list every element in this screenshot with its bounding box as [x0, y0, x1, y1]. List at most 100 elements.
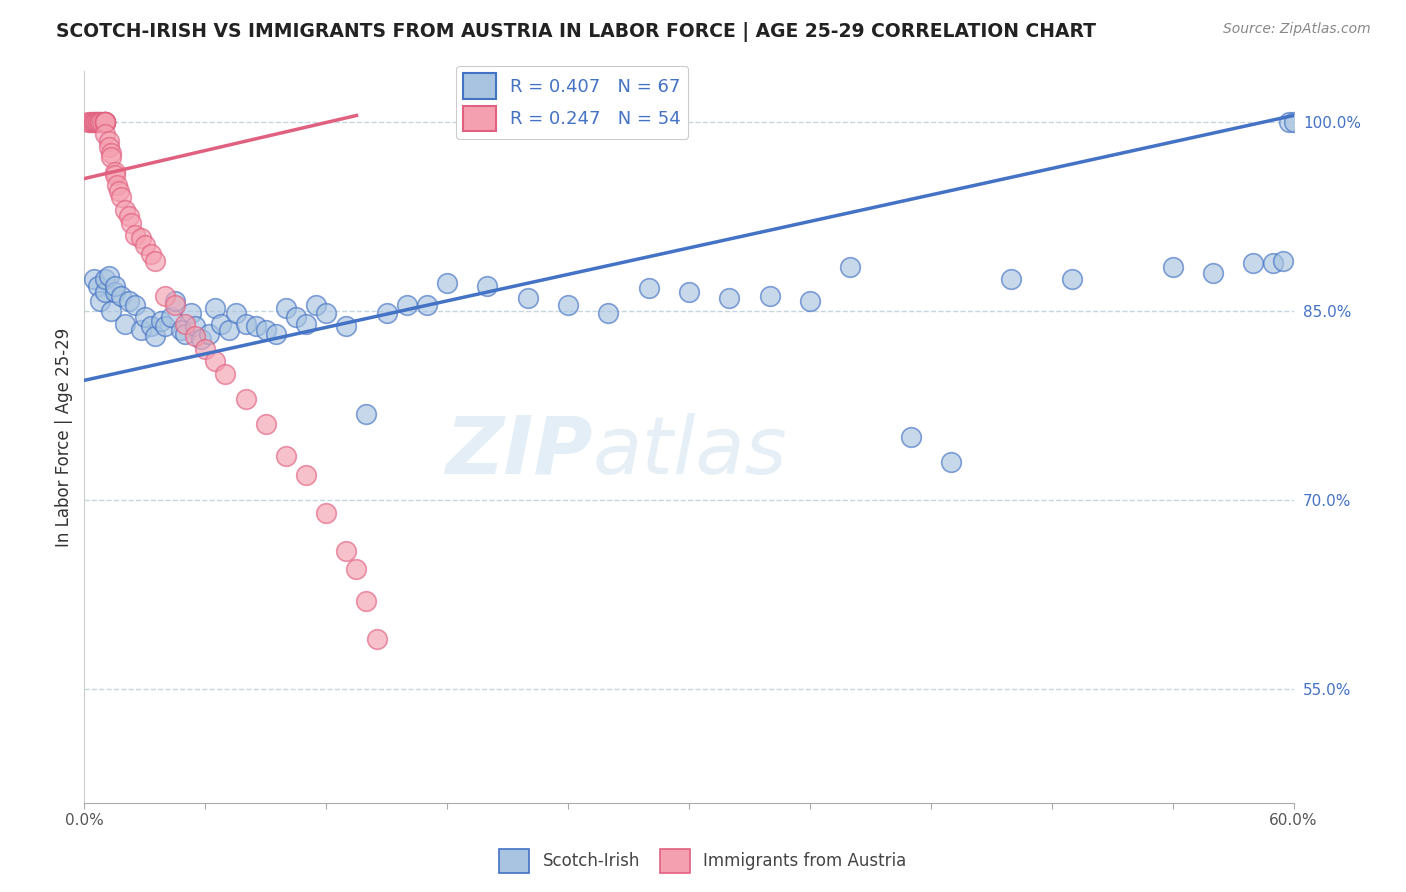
Point	[165, 298, 187, 312]
Point	[104, 165, 127, 179]
Point	[1272, 253, 1295, 268]
Point	[1278, 115, 1301, 129]
Point	[204, 354, 226, 368]
Point	[139, 247, 162, 261]
Point	[87, 115, 110, 129]
Point	[114, 203, 136, 218]
Point	[264, 326, 287, 341]
Point	[91, 115, 114, 129]
Point	[89, 115, 111, 129]
Point	[335, 319, 357, 334]
Point	[184, 319, 207, 334]
Point	[129, 323, 152, 337]
Point	[209, 317, 232, 331]
Point	[305, 298, 328, 312]
Point	[346, 562, 368, 576]
Point	[93, 285, 115, 299]
Point	[366, 632, 388, 646]
Point	[79, 115, 101, 129]
Point	[93, 115, 115, 129]
Point	[93, 115, 115, 129]
Point	[356, 408, 378, 422]
Point	[245, 319, 267, 334]
Point	[87, 115, 110, 129]
Legend: R = 0.407   N = 67, R = 0.247   N = 54: R = 0.407 N = 67, R = 0.247 N = 54	[456, 66, 689, 138]
Point	[118, 210, 141, 224]
Point	[153, 319, 176, 334]
Point	[180, 306, 202, 320]
Point	[204, 301, 226, 316]
Point	[93, 115, 115, 129]
Point	[194, 342, 217, 356]
Point	[83, 115, 105, 129]
Text: Source: ZipAtlas.com: Source: ZipAtlas.com	[1223, 22, 1371, 37]
Point	[1282, 115, 1305, 129]
Text: atlas: atlas	[592, 413, 787, 491]
Point	[129, 231, 152, 245]
Point	[114, 317, 136, 331]
Point	[174, 326, 197, 341]
Point	[86, 115, 108, 129]
Point	[190, 332, 212, 346]
Point	[758, 289, 780, 303]
Point	[295, 317, 318, 331]
Point	[395, 298, 418, 312]
Point	[86, 115, 108, 129]
Point	[335, 543, 357, 558]
Point	[93, 115, 115, 129]
Point	[1161, 260, 1184, 274]
Point	[165, 293, 187, 308]
Point	[225, 306, 247, 320]
Point	[120, 216, 142, 230]
Point	[153, 289, 176, 303]
Text: SCOTCH-IRISH VS IMMIGRANTS FROM AUSTRIA IN LABOR FORCE | AGE 25-29 CORRELATION C: SCOTCH-IRISH VS IMMIGRANTS FROM AUSTRIA …	[56, 22, 1097, 42]
Point	[93, 128, 115, 142]
Point	[516, 291, 538, 305]
Point	[718, 291, 741, 305]
Point	[1241, 256, 1264, 270]
Point	[598, 306, 620, 320]
Point	[82, 115, 104, 129]
Point	[93, 115, 115, 129]
Point	[104, 168, 127, 182]
Point	[678, 285, 700, 299]
Point	[416, 298, 439, 312]
Point	[218, 323, 240, 337]
Point	[104, 278, 127, 293]
Point	[184, 329, 207, 343]
Point	[900, 430, 922, 444]
Point	[124, 228, 146, 243]
Point	[477, 278, 499, 293]
Point	[134, 310, 156, 325]
Point	[274, 449, 297, 463]
Point	[939, 455, 962, 469]
Point	[235, 317, 257, 331]
Point	[274, 301, 297, 316]
Point	[149, 314, 172, 328]
Point	[1060, 272, 1083, 286]
Text: ZIP: ZIP	[444, 413, 592, 491]
Point	[160, 310, 183, 325]
Point	[87, 278, 110, 293]
Point	[285, 310, 308, 325]
Y-axis label: In Labor Force | Age 25-29: In Labor Force | Age 25-29	[55, 327, 73, 547]
Point	[254, 417, 277, 432]
Point	[1202, 266, 1225, 280]
Legend: Scotch-Irish, Immigrants from Austria: Scotch-Irish, Immigrants from Austria	[492, 842, 914, 880]
Point	[356, 594, 378, 608]
Point	[93, 272, 115, 286]
Point	[295, 467, 318, 482]
Point	[557, 298, 579, 312]
Point	[77, 115, 100, 129]
Point	[97, 268, 120, 283]
Point	[105, 178, 128, 192]
Point	[799, 293, 821, 308]
Point	[118, 293, 141, 308]
Point	[315, 506, 337, 520]
Point	[198, 326, 221, 341]
Point	[839, 260, 862, 274]
Point	[89, 293, 111, 308]
Point	[134, 238, 156, 252]
Point	[89, 115, 111, 129]
Point	[100, 146, 122, 161]
